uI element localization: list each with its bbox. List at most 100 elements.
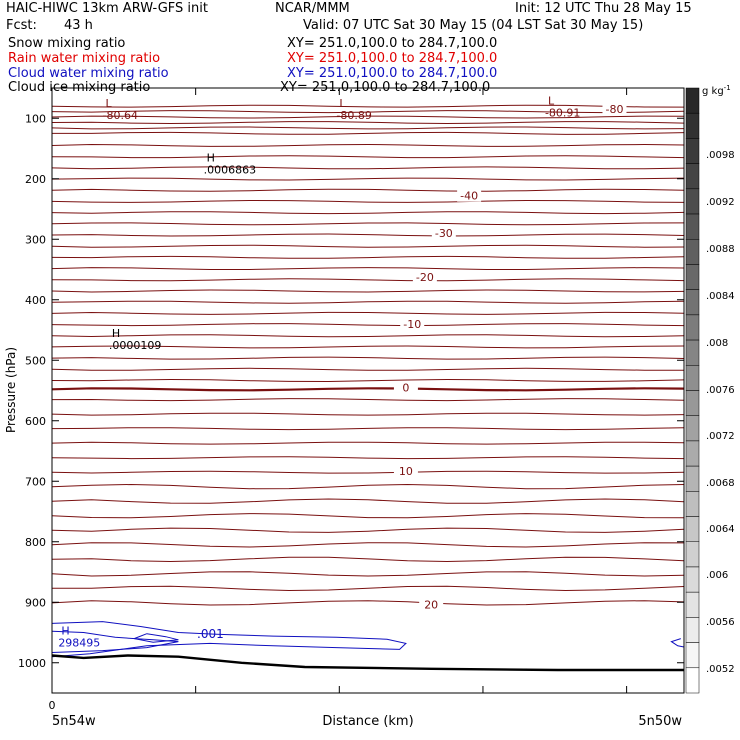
isotherm-29 [51,398,685,402]
y-tick-label-200: 200 [25,173,46,186]
isotherm-6 [51,143,685,147]
contour-label-bg-3 [412,270,437,283]
contour-label-0: -80 [605,103,623,116]
colorbar-cell-12 [685,390,700,416]
extremum-value-5: 298495 [58,637,100,650]
isotherm-4 [51,126,685,130]
colorbar-label-4: .008 [706,338,728,349]
colorbar-cell-9 [685,314,700,341]
colorbar-label-3: .0084 [706,291,735,302]
valid-time: Valid: 07 UTC Sat 30 May 15 (04 LST Sat … [303,18,644,33]
contour-label-bg-6 [393,464,418,477]
isotherm-37 [51,513,685,519]
colorbar-cell-8 [685,289,700,316]
colorbar-cell-15 [685,465,700,492]
contour-label-bg-4 [400,317,425,330]
isotherm-11 [51,199,685,203]
cloud-water-contour-4 [670,638,685,648]
fcst-value: 43 h [64,18,93,33]
field-name-rain: Rain water mixing ratio [8,51,161,66]
isotherm-17 [51,267,685,270]
isotherm-26 [51,367,684,371]
contour-label-bg-5 [393,381,418,394]
org-label: NCAR/MMM [275,1,350,16]
field-xy-rain: XY= 251.0,100.0 to 284.7,100.0 [287,51,498,66]
isotherm-42 [51,585,685,592]
y-tick-label-700: 700 [25,475,46,488]
extremum-marker-1: L [339,97,346,110]
extremum-value-0: -80.64 [103,109,138,122]
extremum-marker-0: L [106,97,113,110]
isotherm-24 [51,345,685,349]
colorbar-label-10: .0056 [706,617,735,628]
isotherm-34 [51,470,685,474]
colorbar-units: g kg-1 [702,84,731,97]
colorbar: .0098 .0092 .0088 .0084 .008 .0076 .0072 .0068.… [685,87,735,694]
isotherm-40 [51,556,685,563]
isotherm-25 [51,356,685,360]
colorbar-cell-19 [685,566,700,593]
colorbar-cell-4 [685,188,700,215]
x-start-label: 5n54w [52,714,96,729]
isotherm-3 [51,121,685,125]
isotherm-16 [51,255,685,259]
fcst-label: Fcst: [6,18,37,33]
colorbar-cell-13 [685,415,700,442]
colorbar-cell-6 [685,239,700,265]
isotherm-19 [51,289,685,293]
isotherm-38 [51,527,685,533]
colorbar-cell-16 [685,491,700,517]
contour-label-2: -30 [435,227,453,240]
y-tick-label-100: 100 [25,112,46,125]
colorbar-cell-1 [685,112,700,139]
extremum-value-3: .0006863 [204,163,257,176]
contour-label-1: -40 [460,190,478,203]
isotherm-28 [51,387,685,392]
isotherm-5 [52,131,685,135]
colorbar-label-9: .006 [706,570,728,581]
cloud-water-contour-3 [132,633,179,643]
y-tick-label-900: 900 [25,596,46,609]
colorbar-label-2: .0088 [706,244,735,255]
colorbar-cell-14 [685,440,700,467]
field-xy-cloud-water: XY= 251.0,100.0 to 284.7,100.0 [287,66,498,81]
y-tick-label-1000: 1000 [18,657,46,670]
colorbar-cell-22 [685,642,700,669]
x-origin-label: 0 [49,699,56,712]
isotherm-2 [51,115,685,119]
isotherm-35 [51,483,685,490]
isotherm-20 [51,300,685,304]
isotherm-21 [51,311,685,315]
isotherm-15 [51,244,685,248]
isotherm-27 [51,378,685,383]
colorbar-label-8: .0064 [706,524,735,535]
isotherm-0 [51,104,685,108]
chart-labels: -80-40-30-20-1001020L-80.64L-80.89L-80.9… [58,95,627,650]
contour-label-bg-0 [602,103,627,116]
contour-label-6: 10 [399,465,413,478]
isotherm-36 [51,498,685,504]
colorbar-cell-0 [685,87,700,114]
colorbar-label-5: .0076 [706,385,735,396]
colorbar-label-11: .0052 [706,664,735,675]
temperature-contours [51,104,685,606]
isotherm-31 [51,427,685,431]
y-tick-label-400: 400 [25,294,46,307]
isotherm-43 [51,600,685,606]
isotherm-1 [51,110,685,114]
extremum-value-4: .0000109 [109,339,162,352]
isotherm-9 [51,177,685,181]
terrain-line [51,654,684,672]
isotherm-41 [51,571,685,577]
isotherm-8 [51,166,685,170]
colorbar-label-6: .0072 [706,431,735,442]
field-xy-snow: XY= 251.0,100.0 to 284.7,100.0 [287,36,498,51]
field-name-cloud-water: Cloud water mixing ratio [8,66,169,81]
isotherm-23 [51,334,685,338]
isotherm-13 [51,222,685,226]
init-time: Init: 12 UTC Thu 28 May 15 [515,1,692,16]
isotherm-14 [51,233,685,237]
colorbar-label-0: .0098 [706,150,735,161]
